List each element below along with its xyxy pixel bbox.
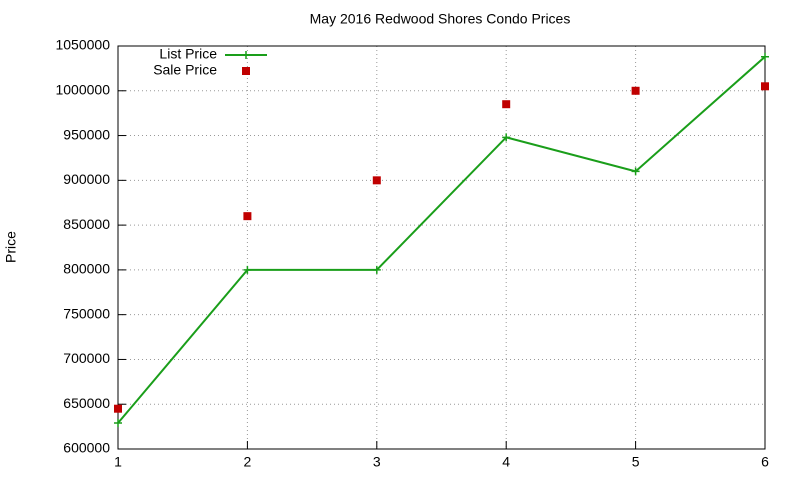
point — [243, 265, 252, 274]
y-tick-label: 700000 — [63, 350, 110, 366]
point — [114, 419, 122, 428]
y-tick-label: 950000 — [63, 126, 110, 142]
y-tick-label: 800000 — [63, 261, 110, 277]
y-tick-label: 1000000 — [55, 81, 110, 97]
x-tick-label: 5 — [632, 454, 640, 470]
legend-label: List Price — [159, 46, 217, 62]
point — [631, 167, 640, 176]
point — [631, 86, 640, 95]
x-tick-label: 4 — [502, 454, 510, 470]
y-tick-label: 900000 — [63, 171, 110, 187]
y-tick-label: 750000 — [63, 305, 110, 321]
legend-swatch — [242, 67, 250, 75]
point — [502, 133, 511, 142]
point — [502, 100, 511, 109]
legend-swatch — [242, 51, 250, 59]
y-tick-label: 1050000 — [55, 37, 110, 53]
series-line — [117, 55, 766, 424]
x-tick-label: 3 — [373, 454, 381, 470]
y-tick-label: 650000 — [63, 395, 110, 411]
point — [243, 212, 252, 221]
x-tick-label: 1 — [114, 454, 122, 470]
point — [372, 176, 381, 185]
point — [761, 52, 769, 61]
y-axis-label: Price — [3, 231, 19, 263]
point — [372, 265, 381, 274]
y-tick-label: 600000 — [63, 440, 110, 456]
plot-frame — [117, 45, 766, 450]
x-tick-label: 2 — [244, 454, 252, 470]
y-tick-label: 850000 — [63, 216, 110, 232]
legend-label: Sale Price — [153, 62, 217, 78]
x-tick-label: 6 — [761, 454, 769, 470]
chart-title: May 2016 Redwood Shores Condo Prices — [310, 11, 571, 27]
point — [761, 82, 769, 91]
point — [114, 404, 122, 413]
